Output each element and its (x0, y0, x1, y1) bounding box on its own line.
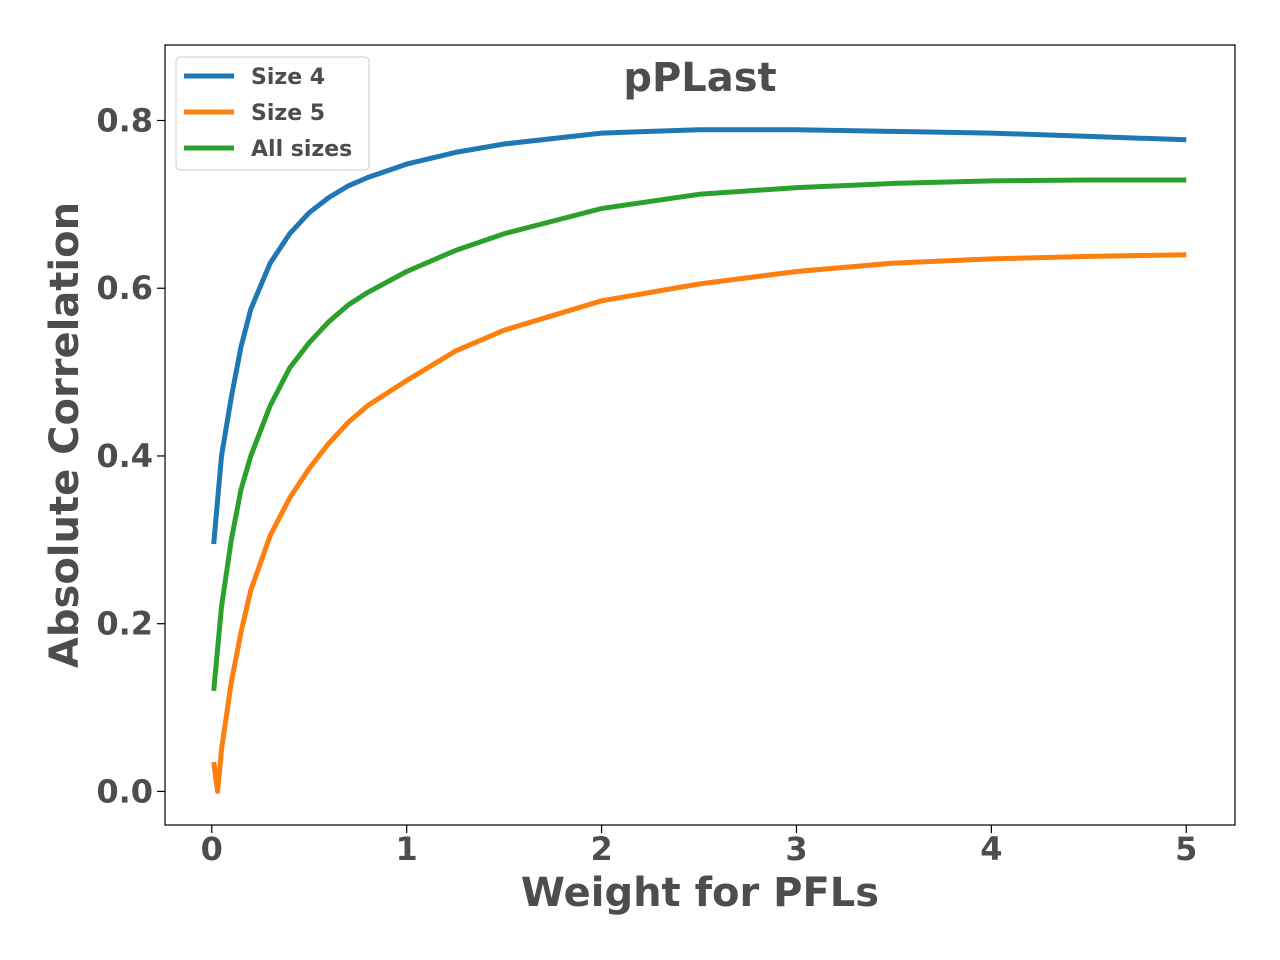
y-axis-title: Absolute Correlation (42, 202, 88, 668)
legend-label: Size 5 (251, 101, 325, 126)
x-axis-title: Weight for PFLs (521, 870, 879, 916)
x-tick-label: 1 (396, 830, 418, 868)
x-tick-label: 3 (785, 830, 807, 868)
x-axis: 0 1 2 3 4 5 (201, 825, 1197, 868)
legend: Size 4 Size 5 All sizes (175, 56, 370, 171)
series-line-1 (211, 127, 1187, 545)
y-tick-label: 0.6 (96, 269, 153, 307)
y-tick-label: 0.2 (96, 605, 153, 643)
series-line-3 (211, 177, 1187, 692)
legend-frame (175, 56, 370, 171)
y-tick-label: 0.0 (96, 772, 153, 810)
x-tick-label: 5 (1175, 830, 1197, 868)
y-axis: 0.0 0.2 0.4 0.6 0.8 (96, 101, 165, 810)
x-tick-label: 0 (201, 830, 223, 868)
series-line-2 (211, 252, 1187, 794)
y-tick-label: 0.8 (96, 101, 153, 139)
series-layer (211, 127, 1187, 794)
plot-area (164, 44, 1236, 826)
x-tick-label: 4 (980, 830, 1002, 868)
legend-label: All sizes (251, 137, 352, 162)
y-tick-label: 0.4 (96, 437, 153, 475)
legend-label: Size 4 (251, 65, 325, 90)
x-tick-label: 2 (590, 830, 612, 868)
chart-title: pPLast (623, 55, 776, 101)
